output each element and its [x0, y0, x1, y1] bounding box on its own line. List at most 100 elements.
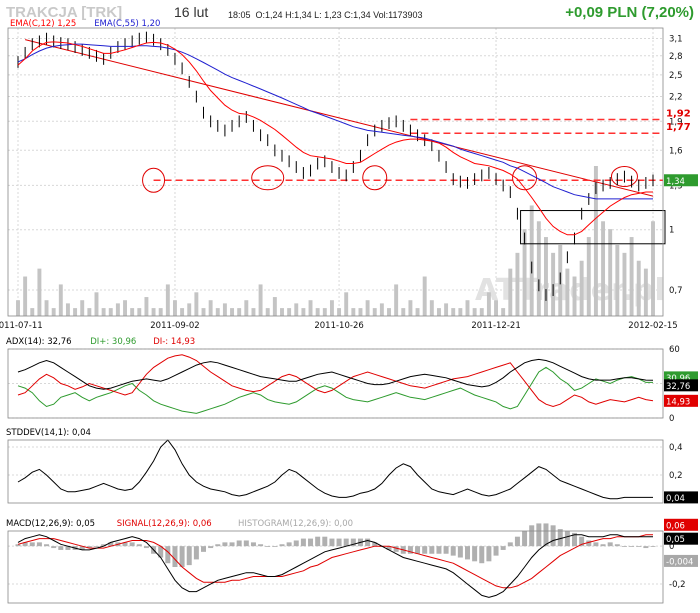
legend-entry: MACD(12,26,9): 0,05 — [6, 519, 95, 529]
volume-bar — [151, 308, 156, 316]
adx-last-box — [664, 379, 698, 392]
macd-histogram-bar — [472, 546, 478, 562]
quote-time: 18:05 — [228, 10, 251, 20]
macd-line — [17, 534, 653, 598]
volume-bar — [37, 268, 42, 316]
pattern-circle — [251, 165, 285, 191]
macd-histogram-bar — [643, 546, 649, 549]
macd-histogram-bar — [407, 546, 413, 554]
macd-histogram-bar — [265, 546, 271, 547]
macd-histogram-bar — [86, 546, 92, 549]
macd-histogram-bar — [250, 542, 256, 547]
volume-bar — [101, 308, 106, 316]
volume-bar — [651, 221, 655, 316]
x-axis-tick: 2011-10-26 — [314, 321, 363, 331]
macd-last-box — [664, 532, 698, 545]
volume-bar — [408, 300, 413, 316]
stddev-title: STDDEV(14,1): 0,04 — [6, 428, 91, 438]
macd-histogram-bar — [44, 544, 50, 547]
adx-diplus-last: 30,96 — [666, 374, 690, 384]
volume-bar — [436, 308, 441, 316]
macd-histogram-bar — [179, 546, 185, 567]
volume-bar — [44, 300, 49, 316]
macd-histogram-bar — [422, 546, 428, 554]
di-minus-line — [17, 354, 654, 408]
macd-histogram-bar — [143, 546, 149, 549]
macd-histogram-bar — [193, 546, 199, 560]
volume-bar — [643, 268, 648, 316]
volume-bar — [208, 300, 213, 316]
macd-histogram-bar — [393, 546, 399, 552]
macd-histogram-bar — [315, 536, 321, 547]
volume-bar — [272, 297, 277, 316]
volume-bar — [315, 308, 320, 316]
volume-bar — [237, 308, 242, 316]
volume-bar — [265, 308, 270, 316]
macd-histogram-bar — [300, 538, 306, 547]
price-y-tick: 2,8 — [669, 52, 683, 62]
macd-histogram-bar — [79, 546, 85, 550]
macd-histogram-bar — [222, 542, 228, 547]
volume-bar — [73, 308, 78, 316]
volume-bar — [180, 308, 185, 316]
macd-histogram-bar — [386, 546, 392, 550]
volume-bar — [80, 300, 85, 316]
macd-histogram-bar — [158, 546, 164, 558]
adx-panel-frame — [7, 348, 664, 419]
pattern-circle — [142, 167, 166, 193]
macd-histogram-bar — [500, 546, 506, 550]
volume-bar — [201, 308, 206, 316]
macd-histogram-bar — [415, 546, 421, 554]
macd-histogram-bar — [208, 546, 214, 549]
macd-histogram-bar — [343, 538, 349, 547]
x-axis-tick: 2012-02-15 — [628, 321, 677, 331]
macd-histogram-bar — [129, 542, 135, 547]
macd-histogram-bar — [436, 546, 442, 554]
volume-bar — [108, 308, 113, 316]
volume-bar — [337, 308, 342, 316]
macd-histogram-bar — [29, 542, 35, 547]
volume-bar — [144, 297, 149, 316]
x-axis-tick: 2011-07-11 — [0, 321, 43, 331]
volume-bar — [536, 221, 541, 316]
macd-histogram-bar — [579, 536, 585, 547]
macd-histogram-bar — [172, 546, 178, 567]
volume-bar — [87, 308, 92, 316]
price-y-tick: 2,5 — [669, 71, 683, 81]
macd-histogram-bar — [279, 544, 285, 547]
adx-y-tick: 0 — [669, 414, 674, 424]
volume-bar — [94, 292, 99, 316]
macd-histogram-bar — [486, 546, 492, 562]
volume-bar — [479, 308, 484, 316]
legend-entry: HISTOGRAM(12,26,9): 0,00 — [238, 519, 353, 529]
pattern-circle — [362, 165, 388, 191]
volume-bar — [51, 308, 56, 316]
volume-bar — [244, 300, 249, 316]
watermark: ATTrader.pl — [475, 273, 665, 308]
macd-last: 0,05 — [666, 535, 685, 545]
legend-entry: DI-: 14,93 — [153, 337, 195, 347]
volume-bar — [529, 205, 534, 316]
macd-signal-last: 0,06 — [666, 521, 685, 531]
volume-bar — [165, 284, 170, 316]
macd-histogram-bar — [329, 538, 335, 547]
macd-histogram-bar — [464, 546, 470, 560]
volume-bar — [30, 308, 35, 316]
volume-bar — [344, 292, 349, 316]
volume-bar — [572, 276, 577, 316]
macd-histogram-bar — [350, 538, 356, 547]
macd-histogram-bar — [308, 538, 314, 547]
volume-bar — [251, 308, 256, 316]
volume-bar — [123, 300, 127, 316]
volume-bar — [258, 284, 263, 316]
macd-histogram-bar — [258, 544, 264, 547]
macd-histogram-bar — [165, 546, 171, 564]
macd-histogram-bar — [372, 542, 378, 547]
volume-bar — [365, 300, 370, 316]
macd-histogram-bar — [621, 546, 627, 547]
last-price-label: 1,34 — [666, 177, 685, 187]
volume-bar — [65, 303, 70, 316]
macd-histogram-bar — [450, 546, 456, 556]
macd-histogram-bar — [15, 544, 21, 547]
volume-bar — [422, 276, 427, 316]
